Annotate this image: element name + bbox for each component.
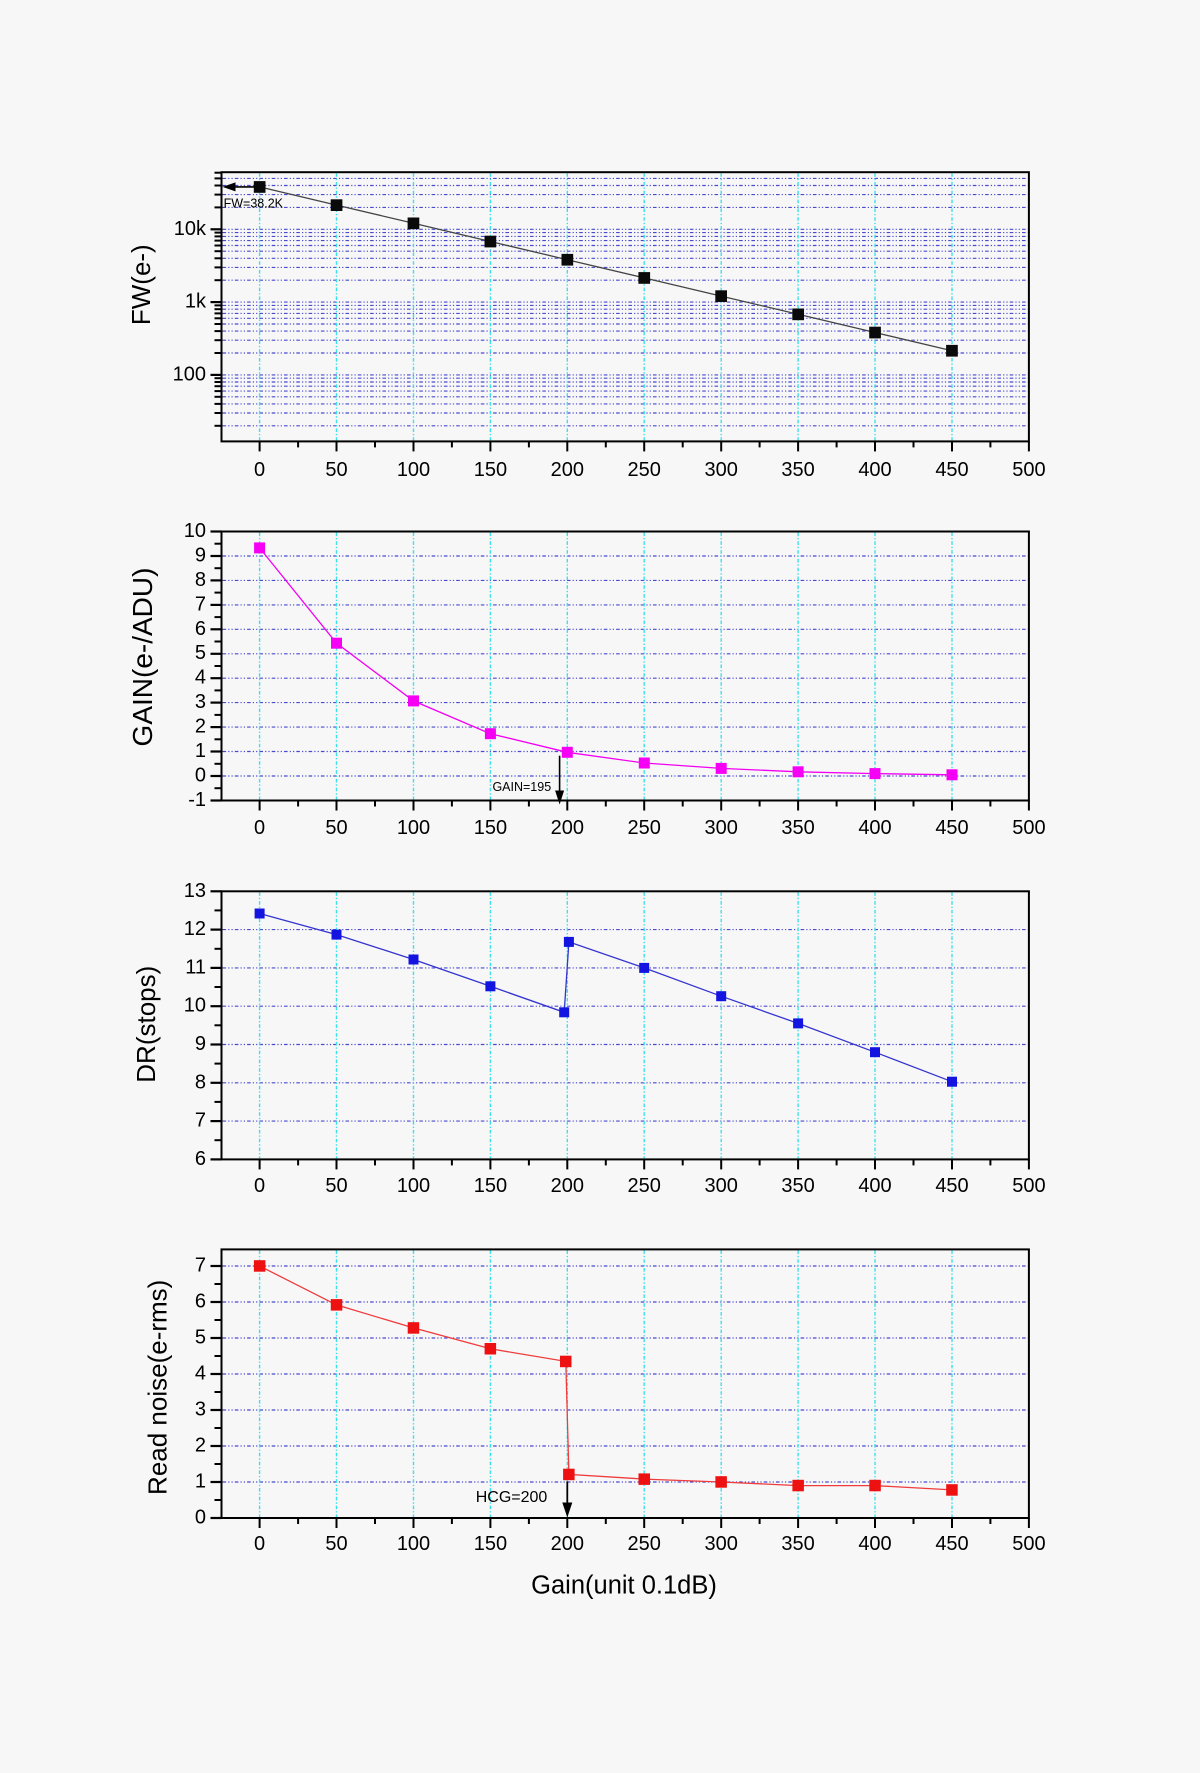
svg-text:500: 500: [1012, 817, 1045, 839]
svg-text:GAIN=195: GAIN=195: [492, 780, 551, 794]
svg-text:Read noise(e-rms): Read noise(e-rms): [142, 1280, 172, 1495]
svg-text:200: 200: [551, 459, 584, 481]
svg-text:1: 1: [195, 740, 206, 762]
svg-text:400: 400: [858, 1533, 891, 1555]
svg-text:8: 8: [195, 1071, 206, 1093]
svg-text:250: 250: [628, 459, 661, 481]
svg-text:300: 300: [705, 1175, 738, 1197]
svg-text:3: 3: [195, 691, 206, 713]
svg-text:FW(e-): FW(e-): [126, 244, 156, 325]
svg-text:500: 500: [1012, 1175, 1045, 1197]
svg-text:5: 5: [195, 642, 206, 664]
svg-text:7: 7: [195, 1255, 206, 1277]
svg-text:2: 2: [195, 1435, 206, 1457]
svg-text:450: 450: [935, 459, 968, 481]
svg-text:0: 0: [254, 1533, 265, 1555]
svg-text:50: 50: [325, 459, 347, 481]
svg-text:100: 100: [397, 459, 430, 481]
svg-text:150: 150: [474, 1175, 507, 1197]
svg-text:11: 11: [185, 956, 206, 978]
svg-text:0: 0: [195, 1507, 206, 1529]
svg-text:0: 0: [254, 817, 265, 839]
svg-text:50: 50: [325, 1175, 347, 1197]
svg-text:500: 500: [1012, 459, 1045, 481]
svg-text:150: 150: [474, 817, 507, 839]
svg-text:GAIN(e-/ADU): GAIN(e-/ADU): [127, 568, 158, 747]
svg-text:HCG=200: HCG=200: [476, 1489, 548, 1506]
svg-text:5: 5: [195, 1327, 206, 1349]
svg-text:12: 12: [184, 918, 206, 940]
svg-text:200: 200: [551, 1175, 584, 1197]
svg-text:400: 400: [858, 459, 891, 481]
svg-text:400: 400: [858, 1175, 891, 1197]
svg-text:-1: -1: [188, 789, 206, 811]
svg-text:0: 0: [254, 1175, 265, 1197]
svg-text:0: 0: [254, 459, 265, 481]
svg-text:FW=38.2K: FW=38.2K: [224, 197, 284, 211]
svg-text:Gain(unit 0.1dB): Gain(unit 0.1dB): [531, 1572, 717, 1600]
svg-text:6: 6: [195, 618, 206, 640]
svg-text:450: 450: [935, 1533, 968, 1555]
svg-text:250: 250: [628, 1175, 661, 1197]
svg-text:50: 50: [325, 1533, 347, 1555]
svg-text:350: 350: [781, 1533, 814, 1555]
svg-text:1: 1: [195, 1471, 206, 1493]
svg-text:350: 350: [781, 459, 814, 481]
svg-text:2: 2: [195, 716, 206, 738]
svg-text:200: 200: [551, 1533, 584, 1555]
svg-text:7: 7: [195, 1110, 206, 1132]
svg-text:3: 3: [195, 1399, 206, 1421]
svg-text:500: 500: [1012, 1533, 1045, 1555]
svg-text:150: 150: [474, 1533, 507, 1555]
svg-text:200: 200: [551, 817, 584, 839]
svg-text:9: 9: [195, 1033, 206, 1055]
svg-text:0: 0: [195, 765, 206, 787]
svg-text:150: 150: [474, 459, 507, 481]
svg-text:13: 13: [184, 880, 206, 902]
svg-text:300: 300: [705, 1533, 738, 1555]
svg-text:300: 300: [705, 459, 738, 481]
svg-text:4: 4: [195, 1363, 206, 1385]
svg-text:350: 350: [781, 1175, 814, 1197]
svg-text:DR(stops): DR(stops): [131, 966, 161, 1083]
svg-text:50: 50: [325, 817, 347, 839]
svg-text:9: 9: [195, 545, 206, 567]
svg-text:350: 350: [781, 817, 814, 839]
svg-text:6: 6: [195, 1291, 206, 1313]
svg-text:400: 400: [858, 817, 891, 839]
svg-text:300: 300: [705, 817, 738, 839]
svg-text:100: 100: [173, 363, 206, 385]
svg-text:100: 100: [397, 817, 430, 839]
svg-text:250: 250: [628, 1533, 661, 1555]
svg-text:7: 7: [195, 593, 206, 615]
svg-text:8: 8: [195, 569, 206, 591]
svg-text:10: 10: [184, 520, 206, 542]
svg-text:4: 4: [195, 667, 206, 689]
svg-text:100: 100: [397, 1533, 430, 1555]
svg-text:10: 10: [184, 995, 206, 1017]
svg-text:1k: 1k: [185, 291, 207, 313]
svg-text:450: 450: [935, 1175, 968, 1197]
svg-text:6: 6: [195, 1148, 206, 1170]
svg-text:250: 250: [628, 817, 661, 839]
svg-text:450: 450: [935, 817, 968, 839]
svg-text:100: 100: [397, 1175, 430, 1197]
svg-text:10k: 10k: [174, 218, 207, 240]
